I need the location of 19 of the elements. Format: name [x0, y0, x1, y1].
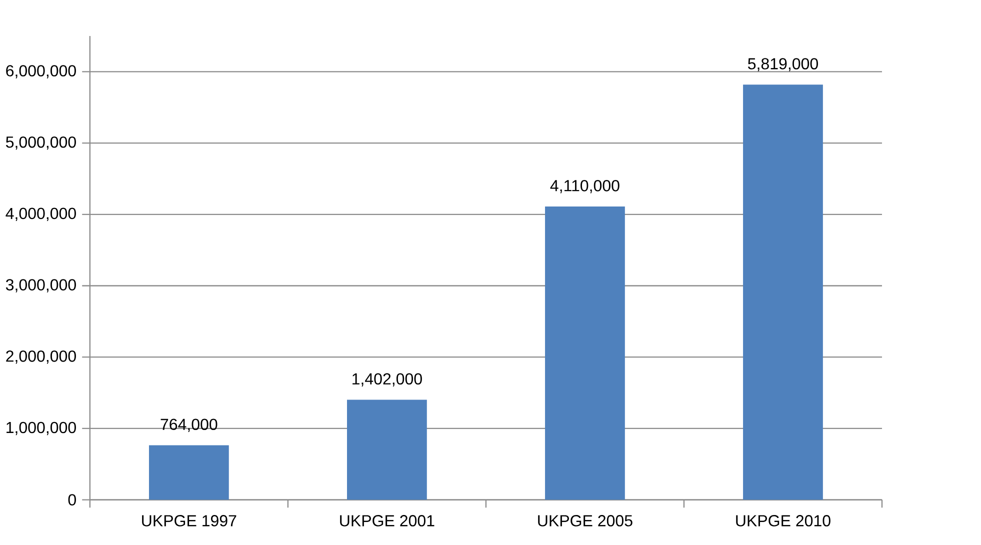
x-tick-label: UKPGE 2010 [736, 515, 830, 527]
data-label: 764,000 [160, 418, 218, 432]
y-tick-label: 1,000,000 [6, 422, 76, 436]
x-tick-label: UKPGE 2005 [538, 515, 632, 527]
y-tick-label: 2,000,000 [6, 350, 76, 364]
bar [347, 400, 427, 500]
y-tick-label: 5,000,000 [6, 136, 76, 150]
bar [148, 445, 229, 500]
bar [743, 84, 823, 500]
y-tick-label: 4,000,000 [6, 208, 76, 222]
y-tick-label: 3,000,000 [6, 279, 76, 293]
bar [545, 206, 625, 500]
x-tick-label: UKPGE 1997 [142, 515, 236, 527]
y-tick-label: 6,000,000 [6, 65, 76, 79]
y-tick-label: 0 [68, 494, 76, 506]
data-label: 1,402,000 [352, 373, 422, 387]
x-tick-label: UKPGE 2001 [340, 515, 434, 527]
data-label: 4,110,000 [550, 180, 620, 194]
data-label: 5,819,000 [748, 58, 818, 72]
